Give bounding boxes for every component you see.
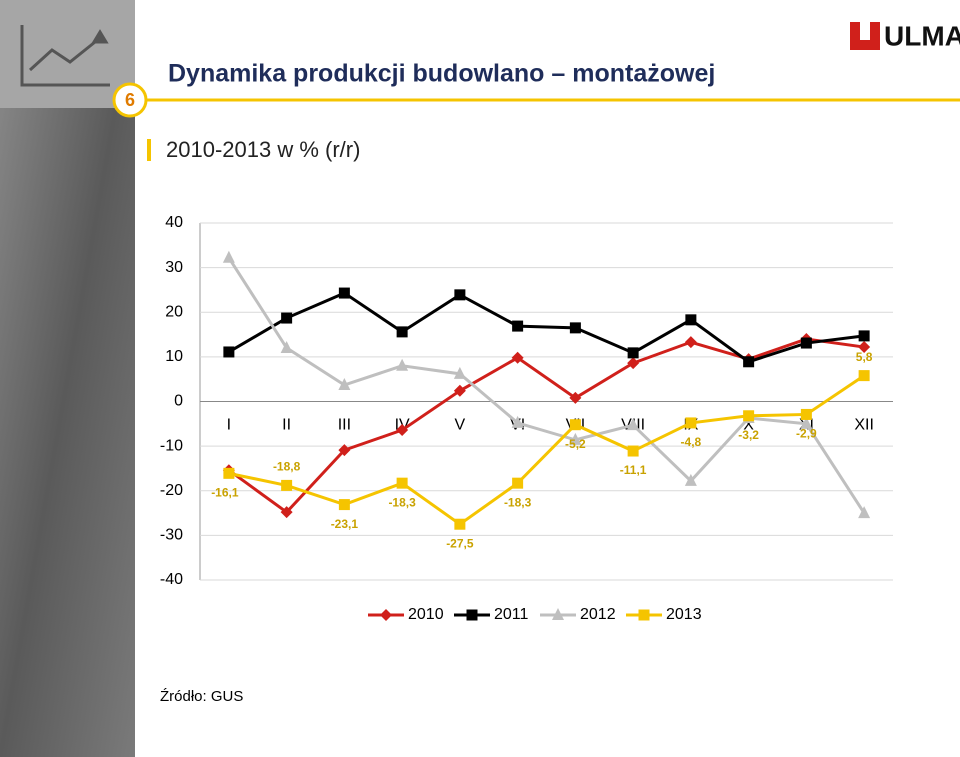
y-tick-label: -30 — [160, 527, 183, 544]
data-point — [627, 357, 640, 370]
data-point — [858, 330, 870, 342]
legend-marker — [552, 608, 564, 620]
data-point — [396, 358, 409, 371]
data-label: -23,1 — [331, 517, 359, 531]
data-point — [858, 370, 870, 382]
data-point — [512, 477, 524, 489]
data-label: -3,2 — [738, 428, 759, 442]
series-line — [227, 256, 866, 514]
data-point — [684, 473, 697, 486]
y-tick-label: 30 — [165, 259, 183, 276]
data-label: -16,1 — [211, 486, 239, 500]
legend-label: 2010 — [408, 606, 444, 623]
data-label: -18,3 — [504, 495, 532, 509]
logo: ULMA — [884, 20, 960, 51]
data-label: -18,3 — [388, 495, 416, 509]
data-point — [569, 432, 582, 445]
x-tick-label: V — [455, 417, 466, 434]
legend-label: 2013 — [666, 606, 702, 623]
x-tick-label: X — [743, 417, 754, 434]
data-point — [512, 320, 524, 332]
subtitle: 2010-2013 w % (r/r) — [166, 137, 360, 162]
slide-title: Dynamika produkcji budowlano – montażowe… — [168, 60, 715, 88]
legend-label: 2011 — [494, 606, 529, 623]
data-point — [281, 479, 293, 491]
data-point — [569, 419, 581, 431]
data-point — [338, 377, 351, 390]
y-tick-label: -10 — [160, 437, 183, 454]
data-point — [627, 445, 639, 457]
data-point — [223, 346, 235, 358]
data-label: 5,8 — [856, 350, 873, 364]
data-point — [338, 499, 350, 511]
data-point — [511, 415, 524, 428]
data-label: -11,1 — [620, 463, 647, 477]
data-point — [453, 384, 466, 397]
x-tick-label: III — [338, 417, 351, 434]
series-line — [227, 337, 865, 515]
legend-marker — [466, 609, 478, 621]
data-point — [338, 444, 351, 457]
data-point — [800, 416, 813, 429]
data-point — [454, 289, 466, 301]
data-point — [280, 340, 293, 353]
data-point — [800, 337, 812, 349]
x-tick-label: XII — [854, 417, 874, 434]
data-point — [627, 418, 640, 431]
data-point — [685, 417, 697, 429]
y-tick-label: 40 — [165, 214, 183, 231]
data-point — [338, 287, 350, 299]
data-point — [800, 408, 812, 420]
y-tick-label: -40 — [160, 571, 183, 588]
data-point — [743, 410, 755, 422]
x-tick-label: II — [282, 417, 291, 434]
data-point — [396, 326, 408, 338]
data-point — [858, 506, 871, 519]
decor-icon — [20, 25, 110, 87]
data-point — [453, 366, 466, 379]
data-point — [280, 506, 293, 519]
source: Źródło: GUS — [160, 688, 243, 705]
data-label: -18,8 — [273, 460, 301, 474]
data-label: -2,9 — [796, 427, 817, 441]
slide-number-badge — [112, 82, 148, 118]
data-point — [684, 336, 697, 349]
subtitle-marker — [147, 139, 151, 161]
data-label: -4,8 — [681, 435, 702, 449]
data-point — [627, 347, 639, 359]
legend-label: 2012 — [580, 606, 616, 623]
decor-strip — [0, 0, 135, 757]
data-point — [396, 424, 409, 437]
data-label: -5,2 — [565, 437, 586, 451]
data-point — [569, 391, 582, 404]
data-point — [511, 351, 524, 364]
legend-marker — [638, 609, 650, 621]
y-tick-label: 20 — [165, 303, 183, 320]
legend-marker — [380, 609, 392, 621]
y-tick-label: 10 — [165, 348, 183, 365]
data-point — [396, 477, 408, 489]
data-point — [743, 356, 755, 368]
y-tick-label: -20 — [160, 482, 183, 499]
x-tick-label: I — [227, 417, 231, 434]
data-point — [858, 341, 871, 354]
series-line — [228, 291, 865, 364]
data-point — [223, 467, 235, 479]
data-point — [685, 314, 697, 326]
series-line — [228, 374, 865, 527]
data-point — [454, 518, 466, 530]
y-tick-label: 0 — [174, 393, 183, 410]
data-point — [222, 250, 235, 263]
data-label: -27,5 — [446, 536, 474, 550]
data-point — [281, 312, 293, 324]
slide-number: 6 — [125, 90, 135, 110]
data-point — [569, 322, 581, 334]
logo-mark — [850, 22, 880, 50]
